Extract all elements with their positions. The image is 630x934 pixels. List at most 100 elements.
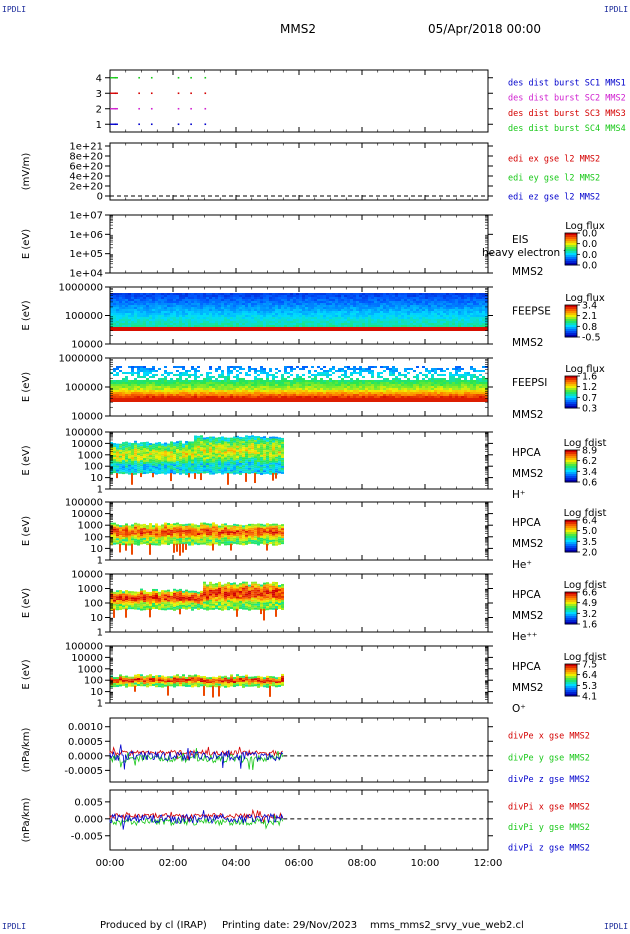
panel-label: MMS2: [512, 468, 543, 480]
colorbar-cell: [565, 456, 577, 459]
colorbar-cell: [565, 596, 577, 599]
panel-label: He⁺⁺: [512, 631, 537, 643]
corner-label: IPDLI: [604, 5, 629, 14]
colorbar-cell: [565, 402, 577, 405]
colorbar-cell: [565, 520, 577, 523]
colorbar-cell: [565, 327, 577, 330]
footer-script: mms_mms2_srvy_vue_web2.cl: [370, 920, 524, 931]
colorbar-cell: [565, 380, 577, 383]
colorbar-cell: [565, 684, 577, 687]
colorbar-frame: [564, 449, 578, 483]
colorbar-cell: [565, 550, 577, 553]
colorbar-cell: [565, 674, 577, 677]
panel-frame: [109, 645, 489, 704]
legend-entry: divPi x gse MMS2: [508, 802, 590, 812]
colorbar-tick-label: 0.0: [582, 229, 597, 240]
colorbar-title: Log flux: [565, 293, 605, 304]
y-axis-label: E (eV): [21, 300, 32, 330]
colorbar-tick-label: 1.6: [582, 372, 597, 383]
legend-entry: des dist burst SC2 MMS2: [508, 94, 626, 104]
y-tick-label: 1000: [78, 521, 103, 532]
colorbar-cell: [565, 618, 577, 621]
y-tick-label: 2e+20: [69, 182, 103, 193]
colorbar-cell: [565, 592, 577, 595]
colorbar-cell: [565, 676, 577, 679]
y-tick-label: 100000: [65, 311, 103, 322]
spectrogram: [110, 435, 284, 485]
colorbar-cell: [565, 464, 577, 467]
colorbar-cell: [565, 237, 577, 240]
colorbar-tick-label: 0.3: [582, 404, 597, 415]
y-tick-label: 1e+07: [69, 211, 103, 222]
colorbar-cell: [565, 247, 577, 250]
data-series: [109, 810, 284, 830]
colorbar-cell: [565, 474, 577, 477]
colorbar-cell: [565, 251, 577, 254]
panel-label: HPCA: [512, 447, 542, 459]
colorbar-title: Log flux: [565, 364, 605, 375]
y-axis-label: E (eV): [21, 588, 32, 618]
colorbar-cell: [565, 680, 577, 683]
y-tick-label: 100: [84, 599, 103, 610]
panel-frame: [109, 69, 489, 133]
y-tick-label: 10000: [71, 509, 103, 520]
colorbar-cell: [565, 245, 577, 248]
legend-entry: divPe x gse MMS2: [508, 731, 590, 741]
y-axis-label: E (eV): [21, 445, 32, 475]
spectrogram: [110, 293, 488, 331]
colorbar-cell: [565, 526, 577, 529]
colorbar-cell: [565, 305, 577, 308]
y-tick-label: 100: [84, 676, 103, 687]
y-tick-label: 1000000: [58, 283, 103, 294]
colorbar-cell: [565, 253, 577, 256]
colorbar-cell: [565, 672, 577, 675]
colorbar-cell: [565, 602, 577, 605]
data-point: [138, 76, 140, 79]
colorbar-cell: [565, 604, 577, 607]
panel-label: MMS2: [512, 409, 543, 421]
colorbar-cell: [565, 678, 577, 681]
y-tick-label: 1: [97, 556, 103, 567]
panel-frame: [109, 214, 489, 274]
colorbar-tick-label: 6.2: [582, 456, 597, 467]
y-tick-label: 8e+20: [69, 152, 103, 163]
panel-frame: [109, 717, 489, 783]
data-point: [204, 92, 207, 95]
colorbar-cell: [565, 622, 577, 625]
legend-entry: divPi y gse MMS2: [508, 823, 590, 833]
y-tick-label: 100000: [65, 642, 103, 653]
colorbar-cell: [565, 261, 577, 264]
corner-label: IPDLI: [2, 922, 27, 931]
colorbar-cell: [565, 392, 577, 395]
y-tick-label: 0.0000: [68, 751, 103, 762]
y-tick-label: 100000: [65, 383, 103, 394]
panel-label: MMS2: [512, 610, 543, 622]
y-tick-label: 1: [96, 120, 102, 131]
colorbar-cell: [565, 325, 577, 328]
colorbar-cell: [565, 530, 577, 533]
legend-entry: des dist burst SC1 MMS1: [508, 78, 626, 88]
data-point: [177, 92, 180, 95]
colorbar-cell: [565, 608, 577, 611]
y-tick-label: 10000: [71, 412, 103, 423]
y-tick-label: 4: [96, 73, 102, 84]
colorbar-tick-label: 3.5: [582, 537, 597, 548]
y-tick-label: 0.0005: [68, 737, 103, 748]
y-tick-label: -0.0005: [64, 766, 103, 777]
colorbar-cell: [565, 692, 577, 695]
colorbar-tick-label: 3.4: [582, 467, 597, 478]
data-point: [204, 107, 207, 110]
page-title: MMS2: [280, 22, 316, 36]
colorbar-title: Log fdist: [564, 652, 607, 663]
colorbar-cell: [565, 612, 577, 615]
colorbar-cell: [565, 544, 577, 547]
colorbar-cell: [565, 329, 577, 332]
colorbar-tick-label: 4.1: [582, 692, 597, 703]
y-tick-label: 2: [96, 104, 102, 115]
colorbar-tick-label: 0.0: [582, 250, 597, 261]
data-point: [177, 123, 180, 126]
colorbar-cell: [565, 620, 577, 623]
colorbar-cell: [565, 259, 577, 262]
colorbar-cell: [565, 384, 577, 387]
